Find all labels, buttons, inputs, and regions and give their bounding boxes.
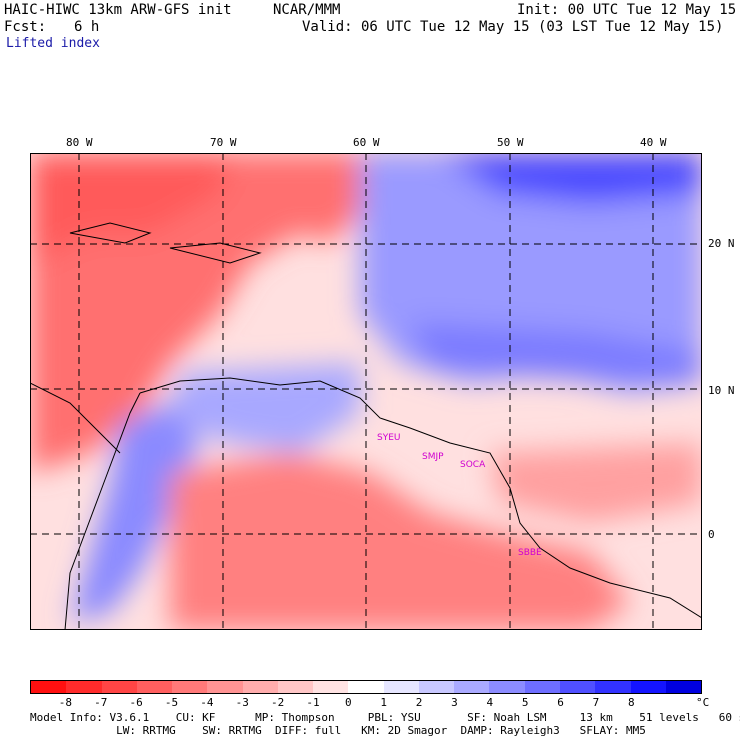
station-sbbe: SBBE bbox=[518, 548, 542, 558]
colorbar-swatch bbox=[383, 681, 419, 693]
colorbar-swatch bbox=[454, 681, 490, 693]
colorbar-swatch bbox=[595, 681, 631, 693]
footer-line-2: LW: RRTMG SW: RRTMG DIFF: full KM: 2D Sm… bbox=[30, 724, 646, 737]
lon-label-60w: 60 W bbox=[353, 136, 380, 149]
colorbar bbox=[30, 680, 702, 694]
colorbar-tick-label: -3 bbox=[235, 696, 249, 709]
colorbar-swatch bbox=[242, 681, 278, 693]
footer-line-1: Model Info: V3.6.1 CU: KF MP: Thompson P… bbox=[30, 711, 740, 724]
colorbar-tick-label: -7 bbox=[94, 696, 108, 709]
colorbar-swatch bbox=[489, 681, 525, 693]
field-name: Lifted index bbox=[6, 36, 100, 51]
lon-label-50w: 50 W bbox=[497, 136, 524, 149]
lon-label-80w: 80 W bbox=[66, 136, 93, 149]
colorbar-swatch bbox=[348, 681, 384, 693]
fcst-value: 6 h bbox=[74, 19, 100, 35]
station-soca: SOCA bbox=[460, 460, 486, 470]
valid-time: Valid: 06 UTC Tue 12 May 15 (03 LST Tue … bbox=[302, 19, 724, 35]
colorbar-tick-label: 1 bbox=[380, 696, 387, 709]
map-canvas: SYEU SMJP SOCA SBBE bbox=[30, 153, 702, 630]
colorbar-swatch bbox=[559, 681, 596, 693]
lat-label-20n: 20 N bbox=[708, 237, 735, 250]
colorbar-tick-label: 0 bbox=[345, 696, 352, 709]
lifted-index-map: SYEU SMJP SOCA SBBE bbox=[30, 153, 702, 630]
station-smjp: SMJP bbox=[422, 452, 444, 462]
colorbar-swatch bbox=[665, 681, 702, 693]
colorbar-tick-label: -5 bbox=[164, 696, 179, 709]
init-time: Init: 00 UTC Tue 12 May 15 bbox=[517, 2, 737, 18]
colorbar-swatch bbox=[101, 681, 137, 693]
colorbar-tick-label: -8 bbox=[58, 696, 73, 709]
model-title: HAIC-HIWC 13km ARW-GFS init bbox=[4, 2, 232, 18]
colorbar-unit: °C bbox=[696, 696, 710, 709]
org-label: NCAR/MMM bbox=[273, 2, 341, 18]
colorbar-swatch bbox=[31, 681, 67, 693]
lon-label-70w: 70 W bbox=[210, 136, 237, 149]
colorbar-tick-label: 5 bbox=[521, 696, 529, 709]
colorbar-tick-label: 3 bbox=[451, 696, 458, 709]
station-syeu: SYEU bbox=[377, 433, 400, 443]
colorbar-tick-label: 2 bbox=[415, 696, 423, 709]
colorbar-tick-label: 8 bbox=[627, 696, 635, 709]
colorbar-tick-label: 7 bbox=[592, 696, 600, 709]
colorbar-swatch bbox=[313, 681, 349, 693]
colorbar-swatch bbox=[418, 681, 455, 693]
colorbar-swatch bbox=[207, 681, 243, 693]
colorbar-swatch bbox=[136, 681, 173, 693]
lat-label-0: 0 bbox=[708, 528, 715, 541]
colorbar-tick-label: -6 bbox=[129, 696, 143, 709]
colorbar-swatch bbox=[524, 681, 560, 693]
colorbar-tick-label: -1 bbox=[306, 696, 320, 709]
colorbar-swatch bbox=[172, 681, 208, 693]
lat-label-10n: 10 N bbox=[708, 384, 735, 397]
colorbar-tick-label: 6 bbox=[557, 696, 564, 709]
colorbar-swatch bbox=[66, 681, 102, 693]
colorbar-swatch bbox=[277, 681, 314, 693]
colorbar-tick-label: -2 bbox=[270, 696, 285, 709]
colorbar-tick-label: 4 bbox=[486, 696, 494, 709]
colorbar-swatch bbox=[630, 681, 666, 693]
fcst-label: Fcst: bbox=[4, 19, 47, 35]
lon-label-40w: 40 W bbox=[640, 136, 667, 149]
colorbar-tick-label: -4 bbox=[200, 696, 214, 709]
